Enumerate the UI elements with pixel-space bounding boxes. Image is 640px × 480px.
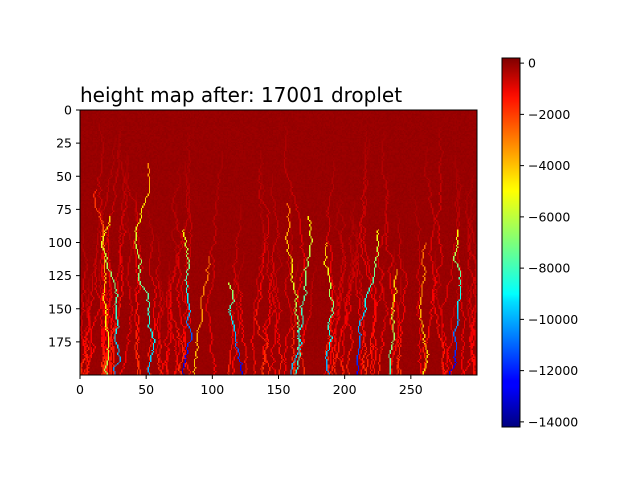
colorbar-tick-label: −2000 (528, 107, 570, 122)
colorbar-tick-label: 0 (528, 56, 536, 71)
x-tick-label: 250 (399, 382, 423, 397)
colorbar-tick-label: −4000 (528, 158, 570, 173)
x-axis: 0 50 100 150 200 250 (76, 375, 423, 397)
colorbar-tick-label: −10000 (528, 312, 578, 327)
chart-title: height map after: 17001 droplet (80, 83, 402, 107)
y-axis: 0 25 50 75 100 125 150 175 (48, 103, 80, 349)
y-tick-label: 25 (56, 136, 72, 151)
y-tick-label: 75 (56, 202, 72, 217)
colorbar-tick-label: −14000 (528, 414, 578, 429)
x-tick-label: 50 (138, 382, 154, 397)
y-tick-label: 100 (48, 235, 72, 250)
x-tick-label: 0 (76, 382, 84, 397)
colorbar-tick-label: −8000 (528, 261, 570, 276)
colorbar: 0 −2000 −4000 −6000 −8000 −10000 −12000 −14000 (501, 56, 578, 429)
y-tick-label: 150 (48, 301, 72, 316)
x-tick-label: 200 (333, 382, 357, 397)
y-tick-label: 125 (48, 268, 72, 283)
heatmap-image (80, 110, 477, 375)
colorbar-tick-label: −6000 (528, 209, 570, 224)
x-tick-label: 150 (267, 382, 291, 397)
heatmap-plot-area (79, 109, 478, 376)
colorbar-tick-label: −12000 (528, 363, 578, 378)
y-tick-label: 0 (64, 103, 72, 118)
x-tick-label: 100 (200, 382, 224, 397)
colorbar-gradient (501, 57, 521, 428)
colorbar-ticks: 0 −2000 −4000 −6000 −8000 −10000 −12000 −14000 (520, 56, 578, 429)
y-tick-label: 50 (56, 169, 72, 184)
y-tick-label: 175 (48, 334, 72, 349)
